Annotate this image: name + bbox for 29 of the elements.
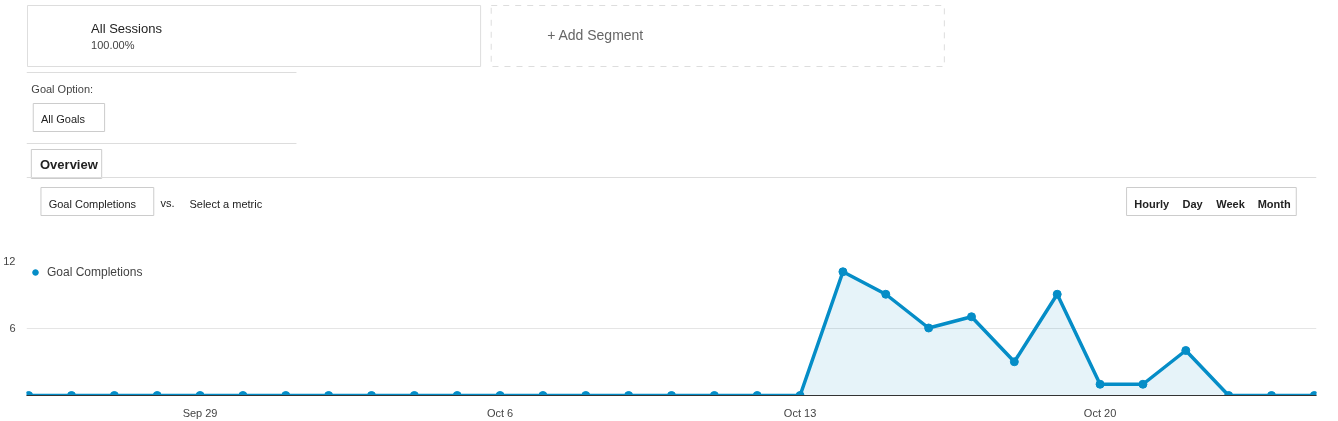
point [881,289,891,299]
x-tick-label: Oct 20 [1083,406,1117,419]
point [838,267,848,277]
point [1181,346,1191,355]
text: Goal Completions [48,197,137,210]
text: Week [1216,197,1246,210]
point [967,312,976,322]
x-tick-label: Oct 13 [783,406,817,419]
text: Day [1182,197,1204,210]
point [924,323,934,333]
point [1095,379,1105,389]
legend-label: Goal Completions [47,265,143,279]
text: Overview [40,156,99,172]
point [1138,379,1148,389]
point [1052,289,1062,299]
text: Select a metric [189,197,263,210]
text: Month [1257,197,1291,210]
point [1009,357,1019,367]
x-tick-label: Oct 6 [486,406,514,419]
x-tick-label: Sep 29 [182,406,218,419]
y-tick-label: 12 [3,254,16,267]
text: + Add Segment [547,26,644,43]
text: 100.00% [91,38,135,51]
text: Hourly [1134,197,1170,210]
text: vs. [160,196,175,209]
text: Goal Option: [31,82,94,95]
text: All Goals [40,112,86,125]
text: All Sessions [91,20,163,36]
y-tick-label: 6 [9,322,16,334]
